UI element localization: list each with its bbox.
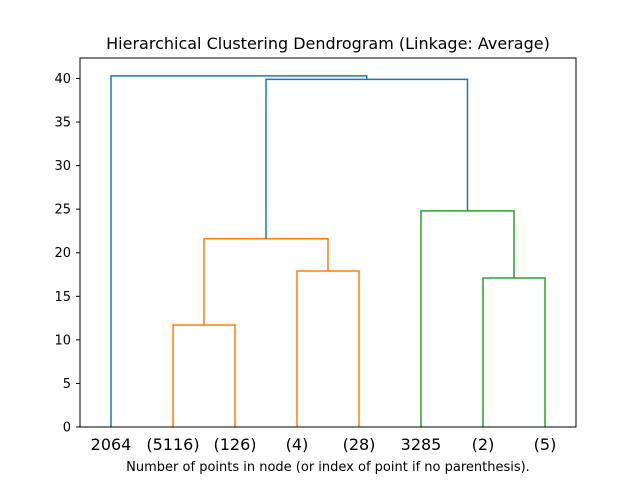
- y-tick-label-5: 25: [54, 203, 71, 218]
- y-tick-label-0: 0: [63, 421, 71, 436]
- dendrogram-link-4: [420, 210, 515, 427]
- dendrogram-link-1: [296, 270, 360, 427]
- x-tick-label-7: (5): [534, 435, 557, 454]
- axes: [79, 57, 577, 428]
- dendrogram-link-5: [265, 78, 469, 239]
- dendrogram-link-2: [482, 277, 546, 427]
- y-tick-label-2: 10: [54, 333, 71, 348]
- x-tick-label-2: (126): [213, 435, 256, 454]
- x-tick-label-1: (5116): [146, 435, 199, 454]
- plot-frame: [79, 57, 577, 428]
- x-axis-label: Number of points in node (or index of po…: [126, 460, 530, 475]
- chart-title: Hierarchical Clustering Dendrogram (Link…: [106, 34, 550, 53]
- y-tick-label-3: 15: [54, 290, 71, 305]
- y-tick-label-6: 30: [54, 159, 71, 174]
- dendrogram-link-6: [110, 75, 368, 427]
- y-tick-label-8: 40: [54, 72, 71, 87]
- y-tick-label-1: 5: [63, 377, 71, 392]
- dendrogram-links: [110, 75, 546, 427]
- x-tick-label-5: 3285: [401, 435, 442, 454]
- x-tick-label-4: (28): [343, 435, 376, 454]
- dendrogram-link-3: [203, 238, 329, 326]
- y-axis-ticks: 0 5 10 15 20 25 30 35 40: [54, 72, 80, 436]
- x-tick-label-3: (4): [286, 435, 309, 454]
- y-tick-label-4: 20: [54, 246, 71, 261]
- x-tick-label-6: (2): [472, 435, 495, 454]
- y-tick-label-7: 35: [54, 116, 71, 131]
- dendrogram-link-0: [172, 324, 236, 427]
- x-axis-ticks: 2064 (5116) (126) (4) (28) 3285 (2) (5): [91, 435, 557, 454]
- x-tick-label-0: 2064: [91, 435, 132, 454]
